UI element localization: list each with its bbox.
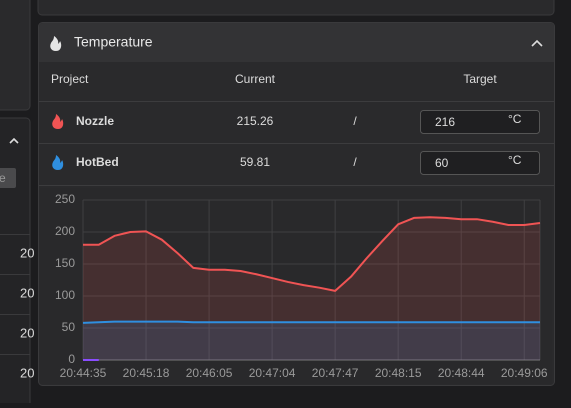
y-tick-label: 150 [55,256,75,270]
panel-title: Temperature [74,34,153,50]
x-tick-label: 20:45:18 [123,366,170,380]
y-tick-label: 0 [68,352,75,366]
series-line [83,216,541,292]
y-tick-label: 50 [62,320,76,334]
column-header: Current [235,72,276,86]
flame-icon [52,155,64,170]
x-tick-label: 20:46:05 [186,366,233,380]
list-item-text: 20 [20,245,34,260]
row-name: HotBed [76,155,119,169]
collapse-icon[interactable] [531,39,543,47]
table-rows: Nozzle 215.26 / 216 °C HotBed 59.81 / 60 °C [52,110,540,175]
row-name: Nozzle [76,114,114,128]
x-tick-label: 20:48:15 [375,366,422,380]
left-card [0,0,31,111]
current-temp: 215.26 [237,114,274,128]
separator: / [353,155,357,169]
target-value: 216 [435,115,455,129]
series-line [82,320,540,324]
x-tick-label: 20:47:04 [249,366,296,380]
unit: °C [508,153,522,167]
target-input[interactable] [420,110,540,134]
list-item-text: 20 [20,325,34,340]
flame-icon [52,114,64,129]
search-input[interactable] [0,168,16,188]
chart-area [40,188,552,384]
series-area [83,321,540,360]
flame-icon [50,36,62,51]
y-tick-label: 100 [55,288,75,302]
card-header[interactable] [39,23,554,62]
column-header: Target [463,72,497,86]
list-item-text: 20 [20,285,34,300]
x-tick-label: 20:44:35 [60,366,107,380]
x-tick-label: 20:47:47 [312,366,359,380]
chart: 0 50 100 150 200 250 20:44:35 20:45:18 20:46:05 2… [55,192,548,380]
left-card [0,117,31,408]
input-text: e [0,171,6,185]
column-header: Project [51,72,89,86]
y-tick-label: 250 [55,192,75,206]
x-tick-label: 20:49:06 [501,366,548,380]
left-list: 20 20 20 20 [0,234,34,380]
card [37,0,555,16]
separator: / [353,114,357,128]
target-value: 60 [435,156,449,170]
target-input[interactable] [420,151,540,175]
unit: °C [508,112,522,126]
current-temp: 59.81 [240,155,270,169]
x-tick-label: 20:48:44 [438,366,485,380]
list-item-text: 20 [20,365,34,380]
collapse-icon[interactable] [9,137,19,144]
series-area [83,217,540,360]
y-tick-label: 200 [55,224,75,238]
